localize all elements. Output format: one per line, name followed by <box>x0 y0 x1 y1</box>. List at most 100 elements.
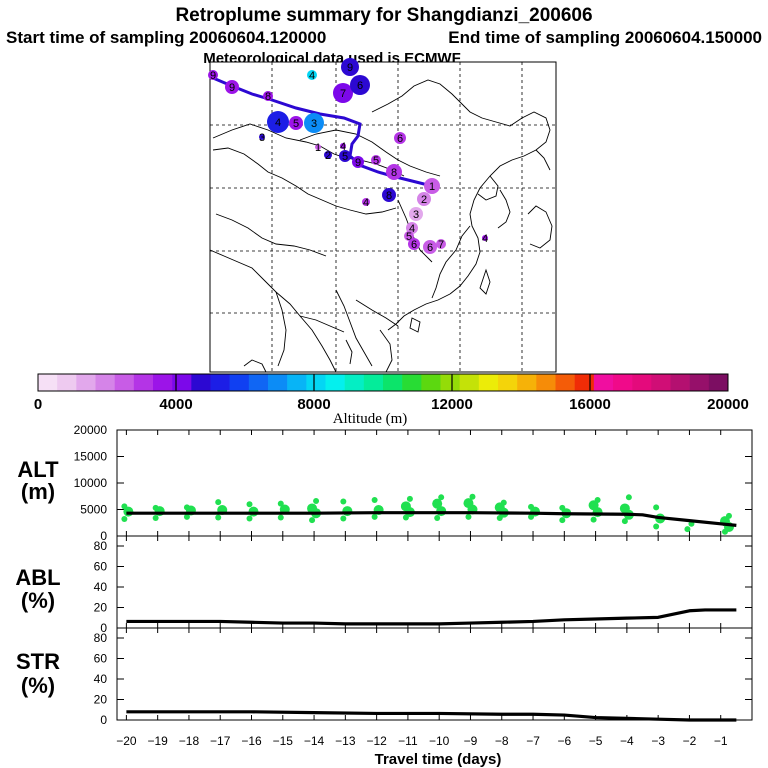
particle-point <box>307 503 318 514</box>
particle-point <box>246 515 253 522</box>
plume-marker-label: 7 <box>340 88 346 100</box>
colorbar-cell <box>555 374 575 391</box>
colorbar-cell <box>172 374 192 391</box>
plume-marker: 3 <box>304 113 324 133</box>
x-tick-label: −11 <box>398 734 418 748</box>
particle-point <box>559 517 566 524</box>
particle-point <box>588 500 599 511</box>
alt-panel-unit: (m) <box>21 479 55 504</box>
plume-marker-label: 6 <box>397 133 403 145</box>
x-tick-label: −10 <box>429 734 450 748</box>
plume-marker-dot <box>208 70 218 80</box>
plume-marker: 1 <box>315 142 321 154</box>
particle-point <box>406 495 413 502</box>
abl-panel: 20 40 60 80 0 <box>94 535 753 635</box>
particle-point <box>625 494 632 501</box>
plume-marker-dot <box>417 192 431 206</box>
particle-point <box>183 513 190 520</box>
particle-point <box>500 499 507 506</box>
plume-marker-label: 9 <box>347 62 353 74</box>
abl-panel-title: ABL <box>15 565 60 590</box>
plume-marker-dot <box>352 156 364 168</box>
plume-marker: 5 <box>289 116 303 130</box>
particle-point <box>152 514 159 521</box>
plume-marker: 8 <box>386 164 402 180</box>
plume-marker-label: 5 <box>342 151 348 163</box>
colorbar-cell <box>517 374 537 391</box>
y-tick-label: 0 <box>100 621 107 635</box>
y-tick-label: 15000 <box>74 450 108 464</box>
particle-point <box>594 496 601 503</box>
x-axis-label: Travel time (days) <box>375 751 502 768</box>
colorbar-cell <box>689 374 710 391</box>
colorbar-cell <box>536 374 556 391</box>
colorbar-cell <box>248 374 269 391</box>
particle-point <box>121 516 128 523</box>
plume-marker-label: 8 <box>386 190 392 202</box>
x-tick-label: −5 <box>589 734 603 748</box>
colorbar-cell <box>593 374 614 391</box>
plume-marker: 9 <box>208 70 218 82</box>
x-tick-label: −13 <box>335 734 356 748</box>
panel-frame <box>116 627 753 721</box>
x-tick-label: −16 <box>241 734 262 748</box>
particle-point <box>684 526 691 533</box>
particle-point <box>621 518 628 525</box>
colorbar-cell <box>651 374 671 391</box>
colorbar-cell <box>191 374 211 391</box>
colorbar-label: Altitude (m) <box>333 411 408 427</box>
plume-marker: 5 <box>339 150 351 163</box>
particle-point <box>559 504 566 511</box>
plume-marker-label: 3 <box>311 118 317 130</box>
colorbar-cell <box>421 374 441 391</box>
plume-marker: 1 <box>424 178 440 194</box>
particle-point <box>653 504 660 511</box>
particle-point <box>371 513 378 520</box>
plume-marker: 6 <box>350 75 370 95</box>
plume-marker-label: 4 <box>482 233 488 245</box>
y-tick-label: 40 <box>94 672 108 686</box>
y-tick-label: 80 <box>94 539 108 553</box>
plume-marker-label: 3 <box>413 209 419 221</box>
x-tick-label: −9 <box>464 734 478 748</box>
y-tick-label: 80 <box>94 631 108 645</box>
plume-marker: 8 <box>382 188 396 202</box>
plume-marker-dot <box>263 91 273 101</box>
plume-marker-label: 3 <box>259 132 265 144</box>
colorbar-ticks: 0 4000 8000 12000 16000 20000 <box>34 374 749 413</box>
plume-marker-dot <box>424 178 440 194</box>
plume-marker-dot <box>423 240 437 254</box>
colorbar-cell <box>38 374 58 391</box>
particle-point <box>309 517 316 524</box>
colorbar-tick-label: 0 <box>34 396 42 413</box>
x-tick-label: −19 <box>147 734 168 748</box>
plume-marker: 4 <box>267 111 289 133</box>
colorbar-cell <box>402 374 422 391</box>
plume-marker-label: 6 <box>427 242 433 254</box>
plume-marker-dot <box>289 116 303 130</box>
plume-marker: 5 <box>371 155 381 167</box>
plume-marker-dot <box>386 164 402 180</box>
plume-marker: 9 <box>225 80 239 94</box>
x-tick-label: −18 <box>179 734 200 748</box>
altitude-colorbar: 0 4000 8000 12000 16000 20000 Altitude (m) <box>34 373 749 427</box>
y-tick-label: 5000 <box>80 503 107 517</box>
colorbar-cell <box>229 374 250 391</box>
y-tick-label: 0 <box>100 529 107 543</box>
x-tick-label: −3 <box>651 734 665 748</box>
colorbar-cell <box>613 374 633 391</box>
colorbar-cell <box>574 374 595 391</box>
plume-marker-label: 4 <box>363 197 369 209</box>
plume-marker: 7 <box>333 83 353 103</box>
sampling-start-time: Start time of sampling 20060604.120000 <box>6 28 326 47</box>
colorbar-cell <box>76 374 96 391</box>
colorbar-cell <box>478 374 499 391</box>
colorbar-frame <box>37 373 729 392</box>
colorbar-cell <box>459 374 480 391</box>
particle-point <box>152 504 159 511</box>
plume-marker-dot <box>362 198 370 206</box>
colorbar-cell <box>133 374 154 391</box>
str-panel-title: STR <box>16 649 60 674</box>
colorbar-cell <box>287 374 307 391</box>
